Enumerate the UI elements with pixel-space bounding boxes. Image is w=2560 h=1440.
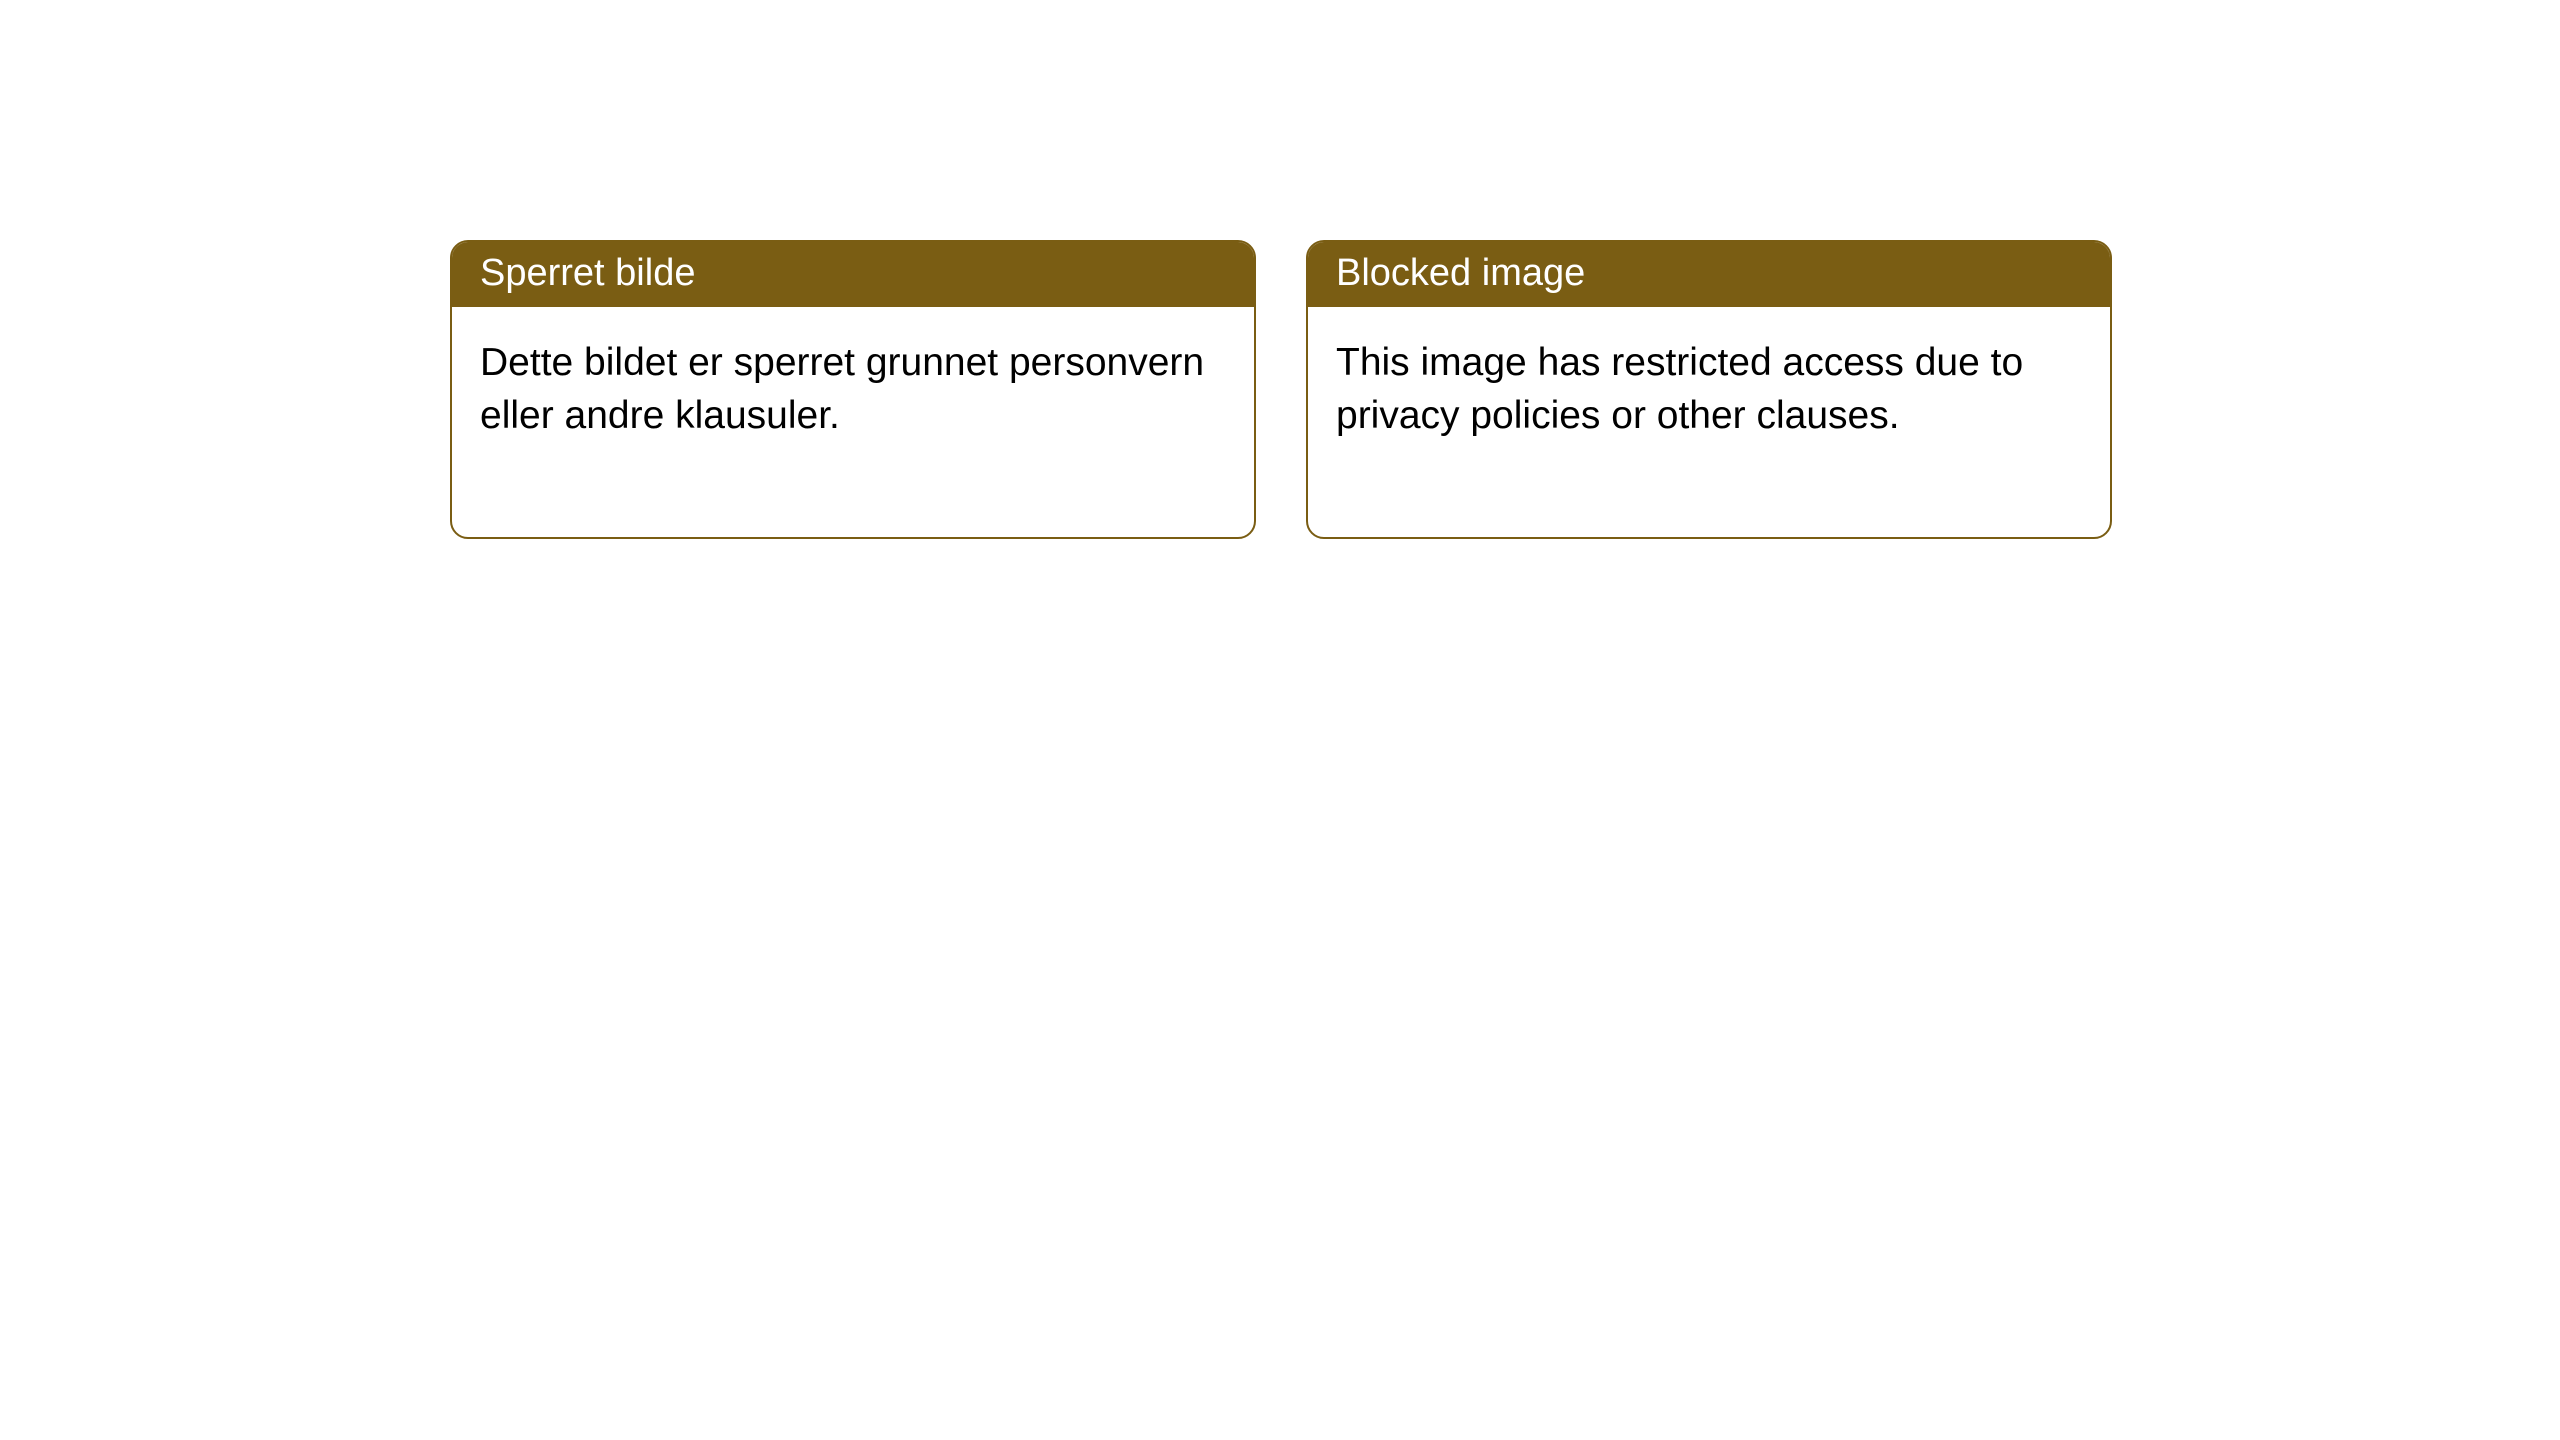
notice-box-english: Blocked image This image has restricted … (1306, 240, 2112, 539)
notice-header: Blocked image (1308, 242, 2110, 307)
notice-container: Sperret bilde Dette bildet er sperret gr… (450, 240, 2112, 539)
notice-header: Sperret bilde (452, 242, 1254, 307)
notice-box-norwegian: Sperret bilde Dette bildet er sperret gr… (450, 240, 1256, 539)
notice-body: This image has restricted access due to … (1308, 307, 2110, 537)
notice-body: Dette bildet er sperret grunnet personve… (452, 307, 1254, 537)
